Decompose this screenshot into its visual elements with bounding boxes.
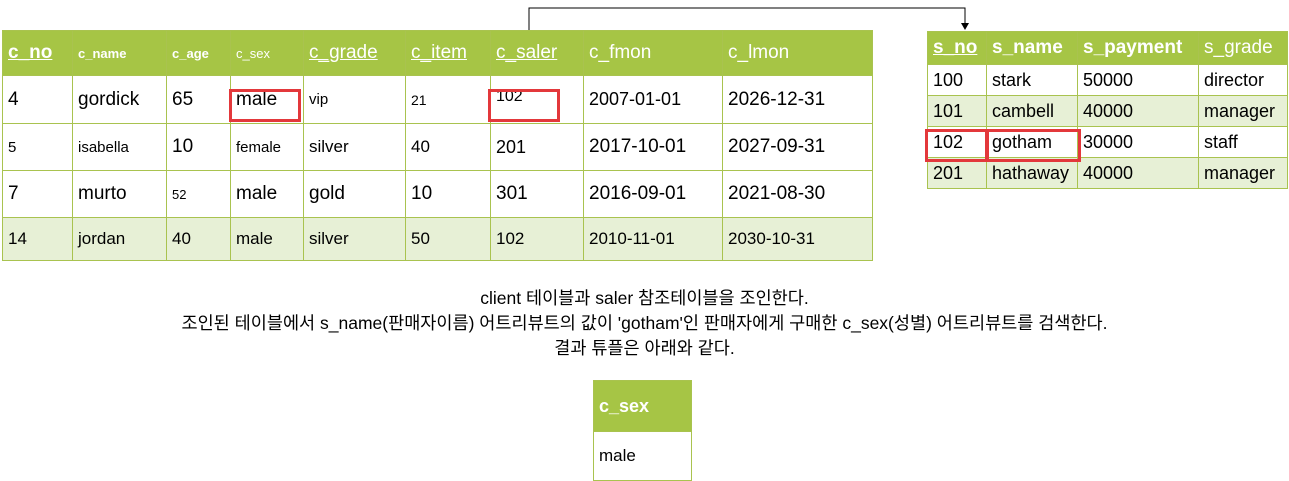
table-cell: 65 (166, 75, 231, 124)
table-cell: 2027-09-31 (722, 123, 873, 171)
table-cell: 50000 (1077, 64, 1199, 96)
table-cell: director (1198, 64, 1288, 96)
highlight-client-sex (229, 89, 301, 122)
header-s-name: s_name (986, 31, 1078, 65)
table-cell: cambell (986, 95, 1078, 127)
saler-table: s_no s_name s_payment s_grade 100 stark … (927, 31, 1288, 189)
highlight-client-saler (488, 89, 560, 122)
table-cell: 301 (490, 170, 584, 218)
header-c-item: c_item (405, 30, 491, 76)
table-cell: 2017-10-01 (583, 123, 723, 171)
header-c-sex: c_sex (230, 30, 304, 76)
table-row: 14 jordan 40 male silver 50 102 2010-11-… (2, 217, 873, 261)
header-s-no: s_no (927, 31, 987, 65)
header-c-age: c_age (166, 30, 231, 76)
table-cell: 201 (490, 123, 584, 171)
header-result-c-sex: c_sex (593, 380, 692, 432)
description-line-1: client 테이블과 saler 참조테이블을 조인한다. (480, 288, 809, 308)
result-header-row: c_sex (593, 380, 692, 432)
table-cell: 201 (927, 157, 987, 189)
header-c-grade: c_grade (303, 30, 406, 76)
table-cell: gold (303, 170, 406, 218)
header-c-fmon: c_fmon (583, 30, 723, 76)
saler-header-row: s_no s_name s_payment s_grade (927, 31, 1288, 65)
table-cell: male (593, 431, 692, 481)
table-row: 201 hathaway 40000 manager (927, 157, 1288, 189)
highlight-saler-no (925, 129, 988, 162)
table-row: 4 gordick 65 male vip 21 102 2007-01-01 … (2, 75, 873, 124)
table-cell: silver (303, 217, 406, 261)
table-cell: gordick (72, 75, 167, 124)
description: client 테이블과 saler 참조테이블을 조인한다. 조인된 테이블에서… (0, 286, 1289, 361)
header-c-saler: c_saler (490, 30, 584, 76)
table-cell: staff (1198, 126, 1288, 158)
description-line-3: 결과 튜플은 아래와 같다. (554, 338, 735, 358)
client-header-row: c_no c_name c_age c_sex c_grade c_item c… (2, 30, 873, 76)
table-cell: 10 (405, 170, 491, 218)
header-c-no: c_no (2, 30, 73, 76)
description-line-2: 조인된 테이블에서 s_name(판매자이름) 어트리뷰트의 값이 'gotha… (181, 313, 1108, 333)
table-cell: 7 (2, 170, 73, 218)
table-cell: 14 (2, 217, 73, 261)
table-cell: 40000 (1077, 95, 1199, 127)
table-cell: 40 (166, 217, 231, 261)
table-row: 7 murto 52 male gold 10 301 2016-09-01 2… (2, 170, 873, 218)
client-table: c_no c_name c_age c_sex c_grade c_item c… (2, 30, 873, 261)
table-cell: 2030-10-31 (722, 217, 873, 261)
table-cell: 21 (405, 75, 491, 124)
table-cell: 50 (405, 217, 491, 261)
table-cell: manager (1198, 95, 1288, 127)
header-c-name: c_name (72, 30, 167, 76)
table-row: 100 stark 50000 director (927, 64, 1288, 96)
table-cell: 5 (2, 123, 73, 171)
table-cell: 102 (490, 75, 584, 124)
table-cell: manager (1198, 157, 1288, 189)
table-cell: 40 (405, 123, 491, 171)
table-cell: isabella (72, 123, 167, 171)
table-cell: silver (303, 123, 406, 171)
table-cell: male (230, 75, 304, 124)
table-cell: 40000 (1077, 157, 1199, 189)
table-cell: male (230, 217, 304, 261)
table-cell: 2016-09-01 (583, 170, 723, 218)
table-cell: 102 (490, 217, 584, 261)
header-c-lmon: c_lmon (722, 30, 873, 76)
table-cell: 2026-12-31 (722, 75, 873, 124)
table-cell: hathaway (986, 157, 1078, 189)
table-row: 101 cambell 40000 manager (927, 95, 1288, 127)
table-cell: murto (72, 170, 167, 218)
highlight-saler-name (986, 129, 1081, 162)
table-row: 5 isabella 10 female silver 40 201 2017-… (2, 123, 873, 171)
table-cell: 4 (2, 75, 73, 124)
table-cell: vip (303, 75, 406, 124)
table-cell: jordan (72, 217, 167, 261)
table-cell: male (230, 170, 304, 218)
table-cell: female (230, 123, 304, 171)
result-table: c_sex male (593, 380, 692, 481)
header-s-grade: s_grade (1198, 31, 1288, 65)
header-s-payment: s_payment (1077, 31, 1199, 65)
table-cell: 100 (927, 64, 987, 96)
table-cell: 10 (166, 123, 231, 171)
table-cell: 101 (927, 95, 987, 127)
table-cell: 2010-11-01 (583, 217, 723, 261)
table-cell: 30000 (1077, 126, 1199, 158)
table-cell: stark (986, 64, 1078, 96)
table-cell: 2021-08-30 (722, 170, 873, 218)
table-cell: 2007-01-01 (583, 75, 723, 124)
table-cell: 52 (166, 170, 231, 218)
table-row: male (593, 431, 692, 481)
